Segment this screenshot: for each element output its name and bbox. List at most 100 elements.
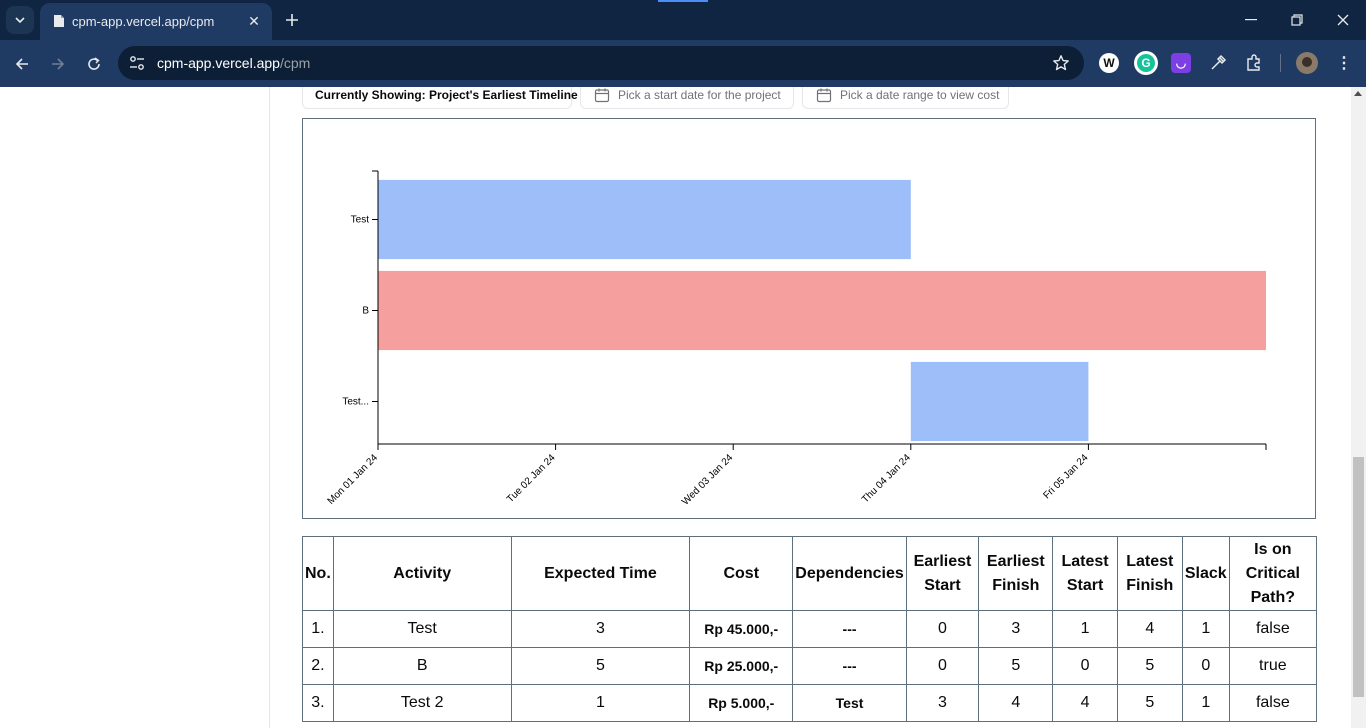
col-header-slack: Slack bbox=[1181, 536, 1230, 611]
scrollbar-thumb[interactable] bbox=[1353, 457, 1364, 697]
site-settings-icon[interactable] bbox=[128, 54, 146, 72]
page-content: Currently Showing: Project's Earliest Ti… bbox=[0, 87, 1366, 728]
browser-tab[interactable]: cpm-app.vercel.app/cpm ✕ bbox=[40, 3, 272, 40]
wordtune-icon[interactable]: W bbox=[1099, 53, 1119, 73]
col-header-latest-start: Latest Start bbox=[1052, 536, 1118, 611]
cell-dependencies: Test bbox=[792, 684, 907, 722]
col-header-critical-path: Is on Critical Path? bbox=[1228, 536, 1318, 611]
cell-dependencies: --- bbox=[792, 610, 907, 648]
col-header-activity: Activity bbox=[332, 536, 512, 611]
chevron-down-icon bbox=[15, 17, 25, 23]
cell-expected-time: 3 bbox=[510, 610, 691, 648]
cell-latest-start: 1 bbox=[1052, 610, 1118, 648]
calendar-icon bbox=[816, 88, 832, 103]
cell-expected-time: 1 bbox=[510, 684, 691, 722]
y-tick-label: B bbox=[362, 306, 369, 317]
url-text: cpm-app.vercel.app/cpm bbox=[157, 55, 310, 71]
tab-loading-indicator bbox=[658, 0, 708, 2]
gantt-bar bbox=[378, 179, 911, 260]
col-header-expected-time: Expected Time bbox=[510, 536, 691, 611]
page-scrollbar[interactable] bbox=[1351, 87, 1366, 728]
tab-close-icon[interactable]: ✕ bbox=[248, 12, 260, 29]
cell-earliest-start: 0 bbox=[905, 610, 980, 648]
cell-critical-path: true bbox=[1228, 647, 1318, 685]
cell-activity: Test 2 bbox=[332, 684, 512, 722]
url-path: /cpm bbox=[279, 55, 311, 71]
col-header-no: No. bbox=[302, 536, 334, 611]
cell-activity: B bbox=[332, 647, 512, 685]
plus-icon bbox=[286, 14, 298, 26]
cell-earliest-finish: 5 bbox=[978, 647, 1054, 685]
y-tick-label: Test... bbox=[342, 397, 369, 408]
timeline-toggle-button[interactable]: Currently Showing: Project's Earliest Ti… bbox=[302, 87, 578, 109]
cell-no: 3. bbox=[302, 684, 334, 722]
col-header-earliest-finish: Earliest Finish bbox=[978, 536, 1054, 611]
y-tick-label: Test bbox=[351, 215, 370, 226]
gantt-bar bbox=[378, 270, 1266, 351]
cell-slack: 1 bbox=[1181, 684, 1230, 722]
address-bar[interactable]: cpm-app.vercel.app/cpm bbox=[118, 46, 1084, 80]
forward-button[interactable] bbox=[44, 50, 72, 78]
new-tab-button[interactable] bbox=[280, 8, 304, 32]
table-row: 1. Test 3 Rp 45.000,- --- 0 3 1 4 1 fals… bbox=[302, 610, 1318, 648]
x-tick-label: Fri 05 Jan 24 bbox=[1041, 452, 1090, 501]
start-date-picker[interactable]: Pick a start date for the project bbox=[580, 87, 794, 109]
scroll-up-arrow-icon[interactable] bbox=[1354, 91, 1362, 96]
col-header-earliest-start: Earliest Start bbox=[905, 536, 980, 611]
url-host: cpm-app.vercel.app bbox=[157, 55, 280, 71]
cell-latest-start: 4 bbox=[1052, 684, 1118, 722]
cell-slack: 1 bbox=[1181, 610, 1230, 648]
cell-dependencies: --- bbox=[792, 647, 907, 685]
cell-no: 2. bbox=[302, 647, 334, 685]
bookmark-star-icon[interactable] bbox=[1052, 54, 1070, 72]
eyedropper-icon[interactable] bbox=[1207, 52, 1229, 74]
cell-cost: Rp 25.000,- bbox=[689, 647, 794, 685]
cell-no: 1. bbox=[302, 610, 334, 648]
restore-icon bbox=[1291, 14, 1303, 26]
back-button[interactable] bbox=[8, 50, 36, 78]
minimize-button[interactable] bbox=[1228, 0, 1274, 40]
start-date-placeholder: Pick a start date for the project bbox=[618, 88, 781, 102]
puzzle-icon[interactable] bbox=[1243, 52, 1265, 74]
cost-range-picker[interactable]: Pick a date range to view cost bbox=[802, 87, 1009, 109]
cell-latest-finish: 4 bbox=[1116, 610, 1183, 648]
timeline-toggle-label: Currently Showing: Project's Earliest Ti… bbox=[315, 88, 578, 102]
cell-earliest-finish: 4 bbox=[978, 684, 1054, 722]
x-tick-label: Tue 02 Jan 24 bbox=[505, 452, 558, 505]
gantt-chart: Test B Test... Mon 01 Jan 24 Tue 02 Jan 24 We… bbox=[302, 118, 1316, 519]
more-menu-icon[interactable]: ⋮ bbox=[1336, 55, 1352, 72]
cost-range-placeholder: Pick a date range to view cost bbox=[840, 88, 1000, 102]
tab-strip: cpm-app.vercel.app/cpm ✕ bbox=[0, 0, 1366, 40]
cell-latest-finish: 5 bbox=[1116, 647, 1183, 685]
cell-activity: Test bbox=[332, 610, 512, 648]
gantt-bar bbox=[910, 361, 1089, 442]
close-icon bbox=[1337, 14, 1349, 26]
toolbar-divider bbox=[1280, 54, 1281, 72]
cell-earliest-start: 3 bbox=[905, 684, 980, 722]
profile-avatar[interactable] bbox=[1296, 52, 1318, 74]
cell-slack: 0 bbox=[1181, 647, 1230, 685]
purple-extension-icon[interactable]: ◡ bbox=[1171, 53, 1191, 73]
table-row: 3. Test 2 1 Rp 5.000,- Test 3 4 4 5 1 fa… bbox=[302, 684, 1318, 722]
arrow-right-icon bbox=[52, 58, 65, 70]
gantt-chart-svg: Test B Test... Mon 01 Jan 24 Tue 02 Jan 24 We… bbox=[326, 170, 1267, 508]
x-tick-label: Mon 01 Jan 24 bbox=[326, 452, 381, 507]
close-window-button[interactable] bbox=[1320, 0, 1366, 40]
calendar-icon bbox=[594, 88, 610, 103]
cell-expected-time: 5 bbox=[510, 647, 691, 685]
cell-earliest-start: 0 bbox=[905, 647, 980, 685]
col-header-cost: Cost bbox=[689, 536, 794, 611]
grammarly-icon[interactable]: G bbox=[1134, 51, 1158, 75]
reload-button[interactable] bbox=[80, 50, 108, 78]
tab-search-button[interactable] bbox=[6, 6, 34, 34]
tab-title: cpm-app.vercel.app/cpm bbox=[72, 14, 215, 29]
activity-table: No. Activity Expected Time Cost Dependen… bbox=[302, 536, 1318, 722]
cell-cost: Rp 5.000,- bbox=[689, 684, 794, 722]
table-header-row: No. Activity Expected Time Cost Dependen… bbox=[302, 536, 1318, 611]
restore-button[interactable] bbox=[1274, 0, 1320, 40]
x-tick-label: Wed 03 Jan 24 bbox=[680, 452, 736, 508]
cell-cost: Rp 45.000,- bbox=[689, 610, 794, 648]
col-header-dependencies: Dependencies bbox=[792, 536, 907, 611]
cell-latest-finish: 5 bbox=[1116, 684, 1183, 722]
cell-critical-path: false bbox=[1228, 684, 1318, 722]
